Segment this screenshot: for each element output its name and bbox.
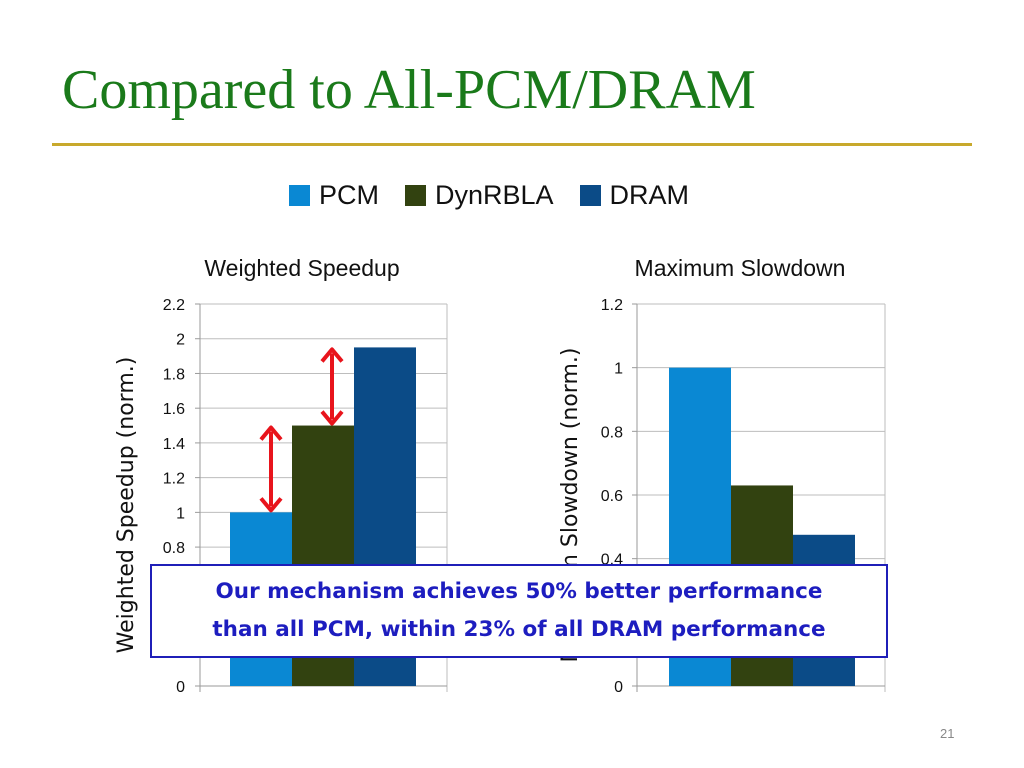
- legend-swatch-dynrbla: [405, 184, 426, 206]
- gap-arrow-dynrbla-dram: [320, 347, 344, 426]
- legend-label-dram: DRAM: [609, 179, 690, 210]
- weighted-speedup-title: Weighted Speedup: [204, 255, 399, 281]
- gap-arrow-pcm-dynrbla-head-bottom: [259, 497, 283, 513]
- gap-arrow-dynrbla-dram-head-top: [320, 347, 344, 363]
- weighted-speedup-tick-label: 2: [176, 332, 185, 349]
- weighted-speedup-tick-label: 1: [176, 505, 185, 522]
- legend-item-pcm: PCM: [289, 180, 379, 211]
- maximum-slowdown-tick-label: 1.2: [601, 297, 623, 314]
- gap-arrow-pcm-dynrbla-head-top: [259, 425, 283, 441]
- legend-item-dram: DRAM: [579, 179, 690, 211]
- gap-arrow-pcm-dynrbla: [259, 425, 283, 513]
- callout-line-2: than all PCM, within 23% of all DRAM per…: [212, 617, 826, 642]
- page-number: 21: [940, 726, 955, 741]
- weighted-speedup-tick-label: 1.6: [163, 401, 185, 418]
- weighted-speedup-tick-label: 1.8: [163, 366, 185, 383]
- maximum-slowdown-tick-label: 1: [614, 361, 623, 378]
- gap-arrow-dynrbla-dram-head-bottom: [320, 410, 344, 426]
- maximum-slowdown-tick-label: 0.6: [601, 488, 623, 505]
- title-divider: [52, 143, 972, 146]
- weighted-speedup-tick-label: 1.4: [163, 436, 185, 453]
- legend-label-dynrbla: DynRBLA: [435, 179, 554, 210]
- maximum-slowdown-tick-label: 0.8: [601, 424, 623, 441]
- chart-legend: PCM DynRBLA DRAM: [289, 180, 715, 210]
- legend-swatch-pcm: [289, 184, 310, 206]
- legend-item-dynrbla: DynRBLA: [405, 180, 554, 211]
- legend-swatch-dram: [579, 184, 601, 206]
- callout-line-1: Our mechanism achieves 50% better perfor…: [215, 579, 823, 604]
- weighted-speedup-ylabel: Weighted Speedup (norm.): [114, 357, 139, 654]
- slide-title: Compared to All-PCM/DRAM: [62, 59, 756, 121]
- callout-box: Our mechanism achieves 50% better perfor…: [150, 564, 888, 658]
- maximum-slowdown-tick-label: 0: [614, 679, 623, 696]
- weighted-speedup-tick-label: 0: [176, 679, 185, 696]
- weighted-speedup-tick-label: 2.2: [163, 297, 185, 314]
- weighted-speedup-tick-label: 0.8: [163, 540, 185, 557]
- maximum-slowdown-title: Maximum Slowdown: [635, 255, 846, 281]
- legend-label-pcm: PCM: [319, 179, 379, 210]
- weighted-speedup-tick-label: 1.2: [163, 471, 185, 488]
